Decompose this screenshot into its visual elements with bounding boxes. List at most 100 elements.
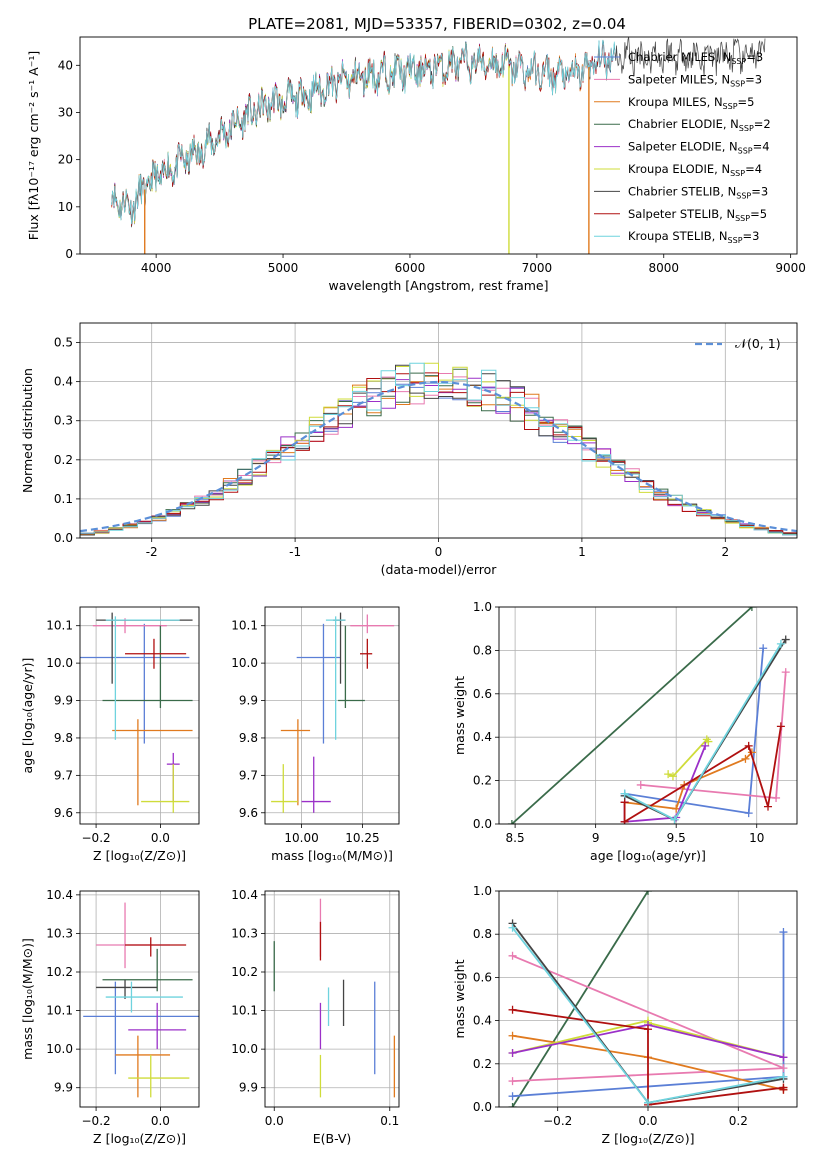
- y-tick-label: 9.8: [239, 731, 258, 745]
- weight-marker-chabrier_stelib: [781, 635, 790, 644]
- x-axis-label: age [log₁₀(age/yr)]: [590, 848, 706, 863]
- plot-area: [83, 902, 199, 1098]
- y-tick-label: 40: [58, 58, 73, 72]
- y-tick-label: 9.9: [54, 694, 73, 708]
- weight-marker-kroupa_stelib: [776, 639, 785, 648]
- y-tick-label: 0.3: [54, 414, 73, 428]
- y-tick-label: 0.6: [473, 970, 492, 984]
- x-tick-label: 0.1: [380, 1114, 399, 1128]
- weight-marker-kroupa_stelib: [508, 923, 517, 932]
- axes-frame: [79, 890, 200, 1108]
- plot-area: [508, 891, 788, 1107]
- weight-marker-salpeter_miles: [508, 951, 517, 960]
- y-tick-label: 0.8: [473, 643, 492, 657]
- y-axis-label: mass [log₁₀(M/M⊙)]: [20, 938, 35, 1060]
- plot-area: [271, 612, 395, 813]
- y-tick-label: 0.6: [473, 687, 492, 701]
- x-axis-label: Z [log₁₀(Z/Z⊙)]: [602, 1131, 695, 1146]
- y-tick-label: 0.2: [54, 453, 73, 467]
- x-tick-label: 0.0: [151, 1114, 170, 1128]
- y-tick-label: 10.2: [46, 965, 73, 979]
- plot-area: [111, 37, 766, 254]
- axes-frame: [264, 606, 400, 825]
- y-tick-label: 9.9: [239, 1081, 258, 1095]
- panel-mass_vs_z: −0.2 0.0 9.9 10.0 10.1 10.2 10.3 10.4 Z [log₁₀(Z…: [20, 888, 200, 1146]
- y-tick-label: 0.2: [473, 774, 492, 788]
- x-tick-label: 8000: [648, 261, 679, 275]
- y-tick-label: 1.0: [473, 600, 492, 614]
- weight-marker-chabrier_elodie: [747, 607, 756, 611]
- y-tick-label: 10.0: [231, 1042, 258, 1056]
- x-tick-label: 2: [721, 545, 729, 559]
- plot-area: [80, 612, 193, 813]
- legend-entry: Salpeter MILES, NSSP=3: [628, 72, 762, 88]
- plot-area: [507, 607, 790, 824]
- y-axis-label: Normed distribution: [20, 368, 35, 493]
- spectrum-line-chabrier_elodie: [111, 41, 512, 225]
- x-axis-label: E(B-V): [313, 1131, 352, 1146]
- x-tick-label: 7000: [522, 261, 553, 275]
- y-tick-label: 20: [58, 153, 73, 167]
- weight-marker-salpeter_stelib: [764, 802, 773, 811]
- weight-marker-kroupa_miles: [741, 754, 750, 763]
- weight-marker-kroupa_miles: [508, 1031, 517, 1040]
- axes-frame: [264, 890, 400, 1108]
- y-tick-label: 10.1: [46, 619, 73, 633]
- weight-marker-kroupa_stelib: [670, 815, 679, 824]
- plot-area: [273, 898, 396, 1098]
- x-tick-label: 10.25: [345, 831, 379, 845]
- legend-entry: Kroupa MILES, NSSP=5: [628, 95, 754, 111]
- y-tick-label: 0.1: [54, 492, 73, 506]
- weight-marker-kroupa_elodie: [668, 772, 677, 781]
- y-tick-label: 9.8: [54, 731, 73, 745]
- axes-frame: [498, 890, 798, 1108]
- weight-marker-chabrier_miles: [744, 809, 753, 818]
- x-axis-label: (data-model)/error: [381, 562, 498, 577]
- x-tick-label: 4000: [141, 261, 172, 275]
- x-tick-label: -1: [289, 545, 301, 559]
- weight-marker-kroupa_elodie: [704, 737, 713, 746]
- legend-entry: Chabrier MILES, NSSP=3: [628, 50, 763, 66]
- weight-line-salpeter_miles: [640, 672, 787, 799]
- weight-marker-salpeter_elodie: [508, 1049, 517, 1057]
- weight-marker-salpeter_stelib: [776, 722, 785, 731]
- y-axis-label: mass weight: [452, 959, 467, 1038]
- y-tick-label: 0.5: [54, 336, 73, 350]
- y-tick-label: 10.0: [46, 1042, 73, 1056]
- weight-marker-kroupa_stelib: [779, 1072, 788, 1081]
- x-tick-label: −0.2: [82, 831, 111, 845]
- y-tick-label: 0.8: [473, 927, 492, 941]
- x-tick-label: 0.0: [638, 1114, 657, 1128]
- x-tick-label: 9.5: [667, 831, 686, 845]
- weight-marker-salpeter_stelib: [620, 817, 629, 824]
- y-tick-label: 0: [65, 247, 73, 261]
- x-tick-label: -2: [146, 545, 158, 559]
- y-tick-label: 10.1: [231, 1004, 258, 1018]
- legend: Chabrier MILES, NSSP=3 Salpeter MILES, NS…: [594, 50, 771, 245]
- panel-residuals: -2 -1 0 1 2 0.0 0.1 0.2 0.3 0.4 0.5 (data-model)/er…: [20, 322, 798, 577]
- y-axis-label: Flux [fλ10⁻¹⁷ erg cm⁻² s⁻¹ A⁻¹]: [26, 51, 41, 240]
- weight-marker-salpeter_stelib: [744, 741, 753, 750]
- axes-frame: [79, 322, 798, 539]
- y-tick-label: 9.6: [239, 806, 258, 820]
- y-tick-label: 0.0: [473, 817, 492, 831]
- y-tick-label: 10.2: [231, 965, 258, 979]
- weight-marker-salpeter_miles: [772, 793, 781, 802]
- weight-marker-chabrier_miles: [759, 644, 768, 653]
- weight-marker-salpeter_elodie: [701, 741, 710, 750]
- x-axis-label: Z [log₁₀(Z/Z⊙)]: [93, 1131, 186, 1146]
- histogram-kroupa_stelib: [80, 362, 797, 538]
- y-tick-label: 0.4: [473, 1014, 492, 1028]
- y-tick-label: 10.1: [231, 619, 258, 633]
- y-axis-label: mass weight: [452, 676, 467, 755]
- weight-marker-salpeter_miles: [781, 668, 790, 677]
- weight-line-kroupa_stelib: [624, 643, 782, 821]
- y-tick-label: 9.9: [239, 694, 258, 708]
- y-tick-label: 10.1: [46, 1004, 73, 1018]
- y-tick-label: 10.3: [231, 926, 258, 940]
- weight-line-salpeter_elodie: [623, 745, 707, 823]
- y-axis-label: age [log₁₀(age/yr)]: [20, 658, 35, 774]
- weight-line-chabrier_elodie: [511, 891, 649, 1107]
- legend-entry: Salpeter ELODIE, NSSP=4: [628, 140, 770, 156]
